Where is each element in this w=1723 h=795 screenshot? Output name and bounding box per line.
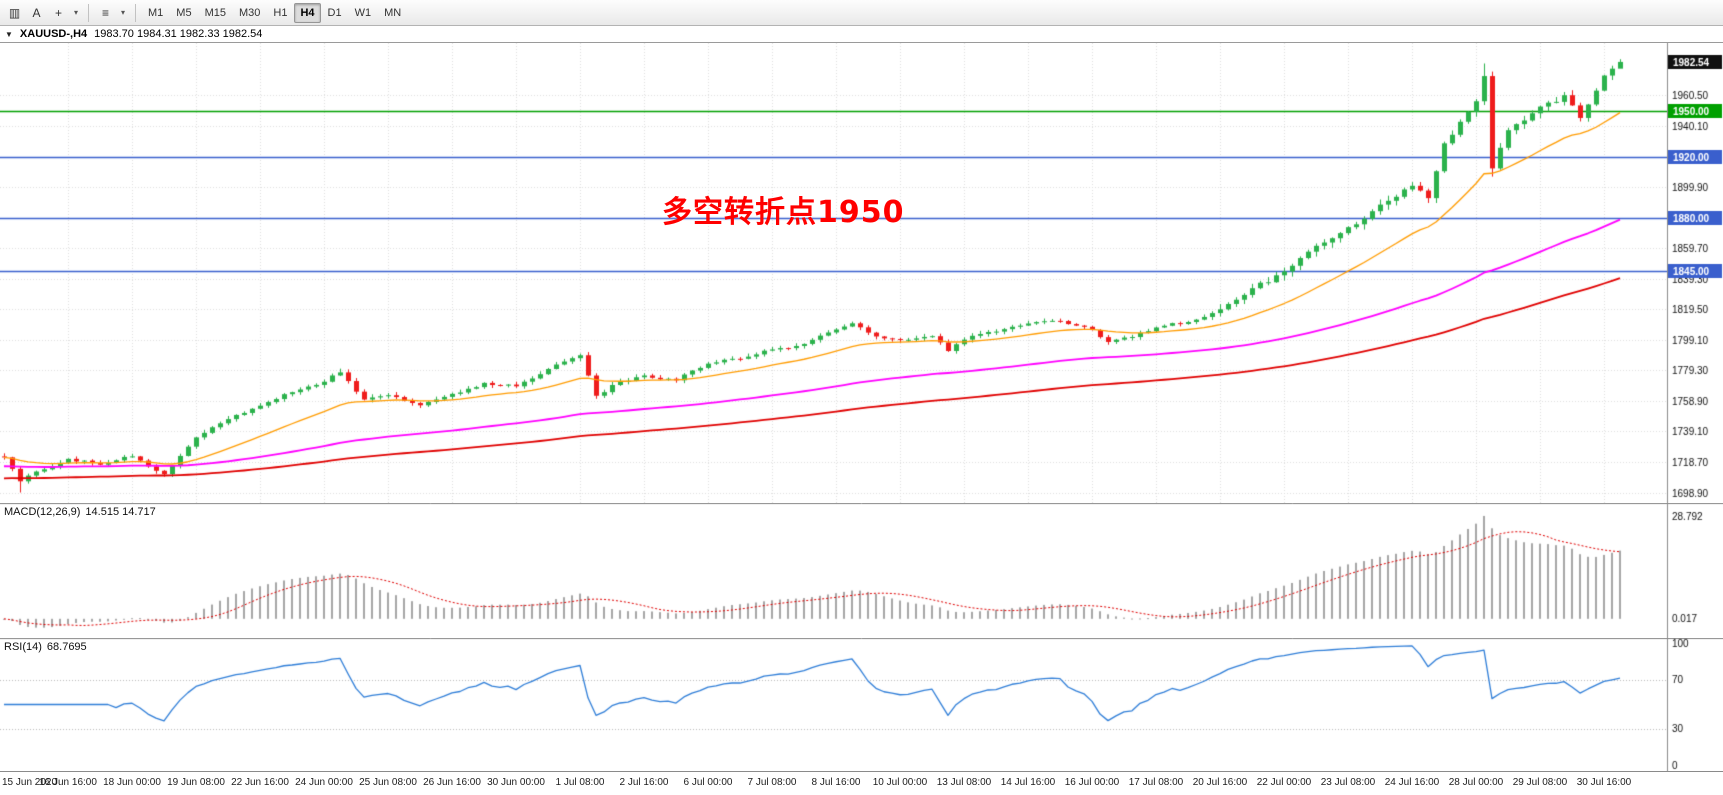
- time-axis-label: 13 Jul 08:00: [936, 777, 992, 788]
- time-axis-label: 23 Jul 08:00: [1320, 777, 1376, 788]
- time-axis-label: 28 Jul 00:00: [1448, 777, 1504, 788]
- time-axis: 15 Jun 2020 16 Jun 16:00 18 Jun 00:00 19 Ju…: [0, 771, 1723, 795]
- macd-values: 14.515 14.717: [85, 506, 156, 518]
- time-axis-label: 19 Jun 08:00: [167, 777, 225, 788]
- timeframe-h1-button[interactable]: H1: [267, 3, 293, 23]
- time-axis-label: 24 Jul 16:00: [1384, 777, 1440, 788]
- timeframe-h4-button[interactable]: H4: [294, 2, 321, 23]
- chart-header: ▼ XAUUSD-,H4 1983.70 1984.31 1982.33 198…: [0, 26, 1723, 43]
- crosshair-icon[interactable]: +: [48, 3, 69, 23]
- time-axis-label: 15 Jun 2020: [2, 777, 58, 788]
- text-annotate-icon[interactable]: A: [26, 3, 47, 23]
- macd-chart-canvas[interactable]: [0, 503, 1723, 638]
- toolbar: ▥ A + ▾ ≡ ▾ M1 M5 M15 M30 H1 H4 D1 W1 MN: [0, 0, 1723, 26]
- time-axis-label: 30 Jul 16:00: [1576, 777, 1632, 788]
- time-axis-label: 16 Jun 16:00: [39, 777, 97, 788]
- timeframe-m30-button[interactable]: M30: [233, 3, 266, 23]
- time-axis-label: 29 Jul 08:00: [1512, 777, 1568, 788]
- macd-label: MACD(12,26,9) 14.515 14.717: [4, 506, 156, 518]
- timeframe-m5-button[interactable]: M5: [170, 3, 197, 23]
- time-axis-label: 8 Jul 16:00: [811, 777, 861, 788]
- time-axis-label: 26 Jun 16:00: [423, 777, 481, 788]
- time-axis-label: 6 Jul 00:00: [683, 777, 733, 788]
- timeframe-d1-button[interactable]: D1: [322, 3, 348, 23]
- time-axis-label: 22 Jul 00:00: [1256, 777, 1312, 788]
- rsi-chart-canvas[interactable]: [0, 638, 1723, 771]
- chart-annotation-text: 多空转折点1950: [662, 195, 905, 230]
- timeframe-mn-button[interactable]: MN: [378, 3, 407, 23]
- chevron-down-icon[interactable]: ▾: [117, 3, 129, 23]
- rsi-value: 68.7695: [46, 641, 87, 653]
- time-axis-label: 25 Jun 08:00: [359, 777, 417, 788]
- time-axis-label: 30 Jun 00:00: [487, 777, 545, 788]
- macd-indicator-panel: MACD(12,26,9) 14.515 14.717: [0, 503, 1723, 638]
- chart-ohlc-values: 1983.70 1984.31 1982.33 1982.54: [94, 28, 263, 40]
- rsi-label: RSI(14) 68.7695: [4, 641, 87, 653]
- chart-symbol-label: XAUUSD-,H4: [19, 28, 88, 40]
- candlestick-chart-canvas[interactable]: [0, 43, 1723, 503]
- time-axis-label: 24 Jun 00:00: [295, 777, 353, 788]
- time-axis-label: 17 Jul 08:00: [1128, 777, 1184, 788]
- time-axis-label: 7 Jul 08:00: [747, 777, 797, 788]
- rsi-indicator-panel: RSI(14) 68.7695: [0, 638, 1723, 771]
- draw-tools-icon[interactable]: ≡: [95, 3, 116, 23]
- toolbar-separator: [135, 3, 136, 22]
- chart-type-icon[interactable]: ▥: [4, 3, 25, 23]
- toolbar-separator: [88, 3, 89, 22]
- rsi-name: RSI(14): [4, 641, 42, 653]
- time-axis-label: 2 Jul 16:00: [619, 777, 669, 788]
- time-axis-label: 18 Jun 00:00: [103, 777, 161, 788]
- time-axis-label: 14 Jul 16:00: [1000, 777, 1056, 788]
- timeframe-m1-button[interactable]: M1: [142, 3, 169, 23]
- macd-name: MACD(12,26,9): [4, 506, 81, 518]
- time-axis-label: 20 Jul 16:00: [1192, 777, 1248, 788]
- price-chart-panel: 多空转折点1950: [0, 43, 1723, 503]
- time-axis-label: 22 Jun 16:00: [231, 777, 289, 788]
- time-axis-label: 16 Jul 00:00: [1064, 777, 1120, 788]
- timeframe-w1-button[interactable]: W1: [349, 3, 378, 23]
- chevron-down-icon[interactable]: ▾: [70, 3, 82, 23]
- timeframe-m15-button[interactable]: M15: [199, 3, 232, 23]
- chart-collapse-icon[interactable]: ▼: [5, 29, 13, 39]
- time-axis-label: 10 Jul 00:00: [872, 777, 928, 788]
- time-axis-label: 1 Jul 08:00: [555, 777, 605, 788]
